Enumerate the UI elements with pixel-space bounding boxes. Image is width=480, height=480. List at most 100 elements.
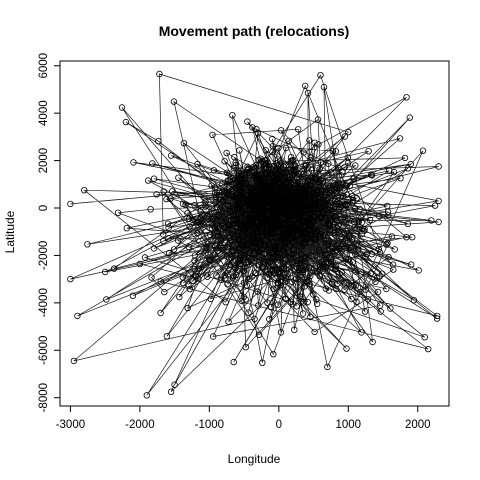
relocation-point [330, 208, 337, 216]
relocation-point [361, 308, 369, 315]
relocation-point [264, 299, 271, 306]
relocation-point [287, 157, 295, 165]
relocation-point [255, 302, 262, 309]
relocation-point [391, 246, 398, 253]
relocation-point [222, 224, 230, 231]
relocation-point [271, 245, 279, 252]
relocation-point [232, 159, 239, 166]
relocation-point [275, 144, 282, 152]
relocation-point [254, 223, 262, 231]
relocation-point [194, 160, 201, 168]
relocation-point [251, 165, 259, 172]
relocation-point [324, 209, 331, 217]
relocation-point [225, 240, 232, 248]
relocation-point [303, 216, 311, 224]
relocation-point [316, 273, 323, 280]
relocation-point [324, 363, 331, 371]
relocation-point [348, 236, 356, 243]
relocation-point [316, 166, 323, 173]
relocation-point [299, 310, 307, 317]
relocation-point [257, 163, 264, 170]
relocation-point [318, 205, 325, 212]
x-tick-label: 0 [276, 419, 282, 431]
relocation-point [277, 127, 285, 134]
relocation-point [223, 149, 230, 157]
relocation-point [245, 169, 252, 176]
relocation-point [341, 133, 348, 140]
relocation-point [375, 245, 382, 253]
relocation-point [345, 159, 352, 167]
relocation-point [276, 199, 283, 206]
relocation-point [225, 318, 232, 325]
relocation-point [163, 333, 171, 340]
relocation-point [230, 192, 238, 200]
relocation-point [283, 198, 290, 206]
relocation-point [320, 219, 327, 226]
relocation-point [218, 181, 226, 188]
relocation-point [198, 218, 205, 225]
relocation-point [276, 273, 284, 281]
relocation-point [329, 248, 336, 255]
relocation-point [350, 218, 358, 225]
relocation-point [343, 227, 350, 235]
relocation-point [264, 274, 271, 281]
relocation-point [212, 193, 220, 201]
relocation-point [333, 243, 341, 250]
relocation-point [150, 245, 158, 252]
relocation-point [281, 186, 288, 193]
relocation-point [219, 214, 227, 221]
relocation-point [217, 236, 224, 244]
relocation-point [296, 293, 303, 300]
relocation-point [242, 344, 249, 351]
relocation-point [331, 186, 338, 193]
relocation-point [297, 191, 304, 198]
relocation-point [244, 163, 251, 170]
relocation-point [335, 164, 342, 172]
relocation-point [326, 226, 334, 234]
relocation-point [263, 215, 271, 222]
relocation-point [266, 316, 273, 323]
relocation-point [307, 272, 314, 279]
relocation-point [290, 217, 297, 224]
relocation-point [316, 263, 323, 270]
x-axis-label: Longitude [228, 452, 281, 466]
relocation-point [287, 199, 295, 206]
relocation-point [302, 223, 309, 230]
relocation-point [240, 267, 247, 275]
relocation-point [308, 201, 315, 209]
relocation-point [270, 228, 277, 235]
relocation-point [242, 296, 249, 303]
relocation-point [270, 351, 277, 358]
relocation-point [276, 157, 284, 165]
relocation-point [313, 300, 321, 308]
y-tick-label: -6000 [38, 336, 50, 365]
relocation-point [307, 154, 315, 161]
relocation-point [234, 227, 241, 234]
relocation-point [257, 155, 264, 162]
relocation-point [293, 232, 300, 240]
relocation-point [280, 163, 287, 170]
relocation-point [317, 194, 325, 201]
relocation-point [281, 264, 288, 271]
relocation-point [433, 315, 441, 322]
relocation-point [235, 235, 243, 243]
relocation-point [242, 180, 250, 187]
relocation-point [160, 188, 167, 195]
relocation-point [253, 125, 260, 133]
relocation-point [165, 249, 173, 257]
relocation-point [159, 231, 167, 238]
relocation-point [266, 262, 273, 269]
relocation-point [249, 124, 256, 131]
relocation-point [367, 270, 375, 277]
relocation-point [278, 220, 285, 227]
relocation-point [250, 224, 258, 232]
relocation-point [314, 116, 322, 123]
relocation-point [229, 227, 236, 234]
relocation-point [250, 250, 258, 258]
relocation-point [303, 229, 311, 237]
x-tick-label: -1000 [195, 419, 224, 431]
relocation-point [229, 111, 236, 119]
relocation-point [407, 261, 415, 268]
relocation-point [223, 186, 230, 193]
relocation-point [329, 148, 337, 155]
